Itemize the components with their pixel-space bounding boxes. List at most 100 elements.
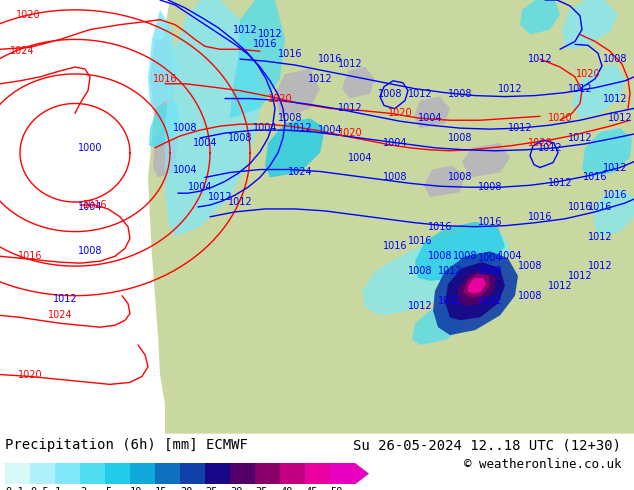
- Text: 1008: 1008: [518, 291, 542, 301]
- Text: 1012: 1012: [603, 94, 627, 103]
- Polygon shape: [462, 143, 510, 177]
- Text: 1016: 1016: [278, 49, 302, 59]
- Bar: [130, 463, 155, 484]
- Text: 1020: 1020: [338, 128, 362, 138]
- Text: 1012: 1012: [307, 74, 332, 84]
- Bar: [155, 463, 180, 484]
- Polygon shape: [520, 0, 560, 34]
- Polygon shape: [230, 0, 285, 118]
- Text: 0.1: 0.1: [5, 487, 24, 490]
- Text: 1020: 1020: [527, 138, 552, 148]
- Text: 1016: 1016: [83, 200, 107, 210]
- Text: 1012: 1012: [588, 232, 612, 242]
- Text: 1020: 1020: [268, 94, 292, 103]
- Text: 1012: 1012: [437, 266, 462, 276]
- Polygon shape: [424, 166, 465, 197]
- Text: 1012: 1012: [603, 163, 627, 172]
- Text: 1004: 1004: [78, 202, 102, 212]
- Text: 1008: 1008: [383, 172, 407, 182]
- Text: 1008: 1008: [78, 246, 102, 256]
- Text: 1020: 1020: [387, 108, 412, 119]
- Text: 1004: 1004: [348, 153, 372, 163]
- Text: 1012: 1012: [588, 261, 612, 271]
- Polygon shape: [148, 10, 178, 108]
- Polygon shape: [582, 128, 632, 177]
- Polygon shape: [414, 97, 450, 128]
- Text: 45: 45: [305, 487, 318, 490]
- Polygon shape: [150, 39, 175, 118]
- Bar: [255, 463, 280, 484]
- Text: 1004: 1004: [188, 182, 212, 192]
- Text: 1016: 1016: [478, 217, 502, 227]
- Bar: [205, 463, 230, 484]
- Text: 1012: 1012: [567, 84, 592, 94]
- Bar: [330, 463, 355, 484]
- Bar: [80, 463, 105, 484]
- Text: 1004: 1004: [478, 253, 502, 263]
- Text: 20: 20: [180, 487, 193, 490]
- Polygon shape: [445, 262, 505, 320]
- Text: 1016: 1016: [318, 54, 342, 64]
- Text: 1012: 1012: [567, 271, 592, 281]
- Polygon shape: [355, 463, 369, 484]
- Text: Precipitation (6h) [mm] ECMWF: Precipitation (6h) [mm] ECMWF: [5, 438, 248, 452]
- Text: 1: 1: [55, 487, 61, 490]
- Text: 1008: 1008: [603, 54, 627, 64]
- Text: 1016: 1016: [253, 39, 277, 49]
- Text: 10: 10: [130, 487, 143, 490]
- Text: 1008: 1008: [278, 113, 302, 123]
- Text: 1004: 1004: [253, 123, 277, 133]
- Polygon shape: [463, 273, 490, 297]
- Bar: [305, 463, 330, 484]
- Bar: [280, 463, 305, 484]
- Text: 1016: 1016: [428, 221, 452, 232]
- Text: 1012: 1012: [408, 300, 432, 311]
- Text: 1016: 1016: [527, 212, 552, 222]
- Text: 1008: 1008: [228, 133, 252, 143]
- Text: 1016: 1016: [383, 242, 407, 251]
- Text: 1012: 1012: [548, 281, 573, 291]
- Text: 1020: 1020: [18, 369, 42, 380]
- Text: 1016: 1016: [153, 74, 178, 84]
- Text: 1004: 1004: [383, 138, 407, 148]
- Bar: [30, 463, 55, 484]
- Text: 1016: 1016: [583, 172, 607, 182]
- Text: 1016: 1016: [568, 202, 592, 212]
- Polygon shape: [572, 64, 625, 118]
- Text: 1008: 1008: [172, 123, 197, 133]
- Polygon shape: [593, 189, 634, 237]
- Polygon shape: [342, 67, 375, 98]
- Text: © weatheronline.co.uk: © weatheronline.co.uk: [464, 458, 621, 471]
- Text: 1016: 1016: [603, 190, 627, 200]
- Text: 15: 15: [155, 487, 167, 490]
- Polygon shape: [165, 0, 260, 237]
- Polygon shape: [457, 271, 496, 306]
- Text: 1008: 1008: [448, 89, 472, 98]
- Text: 1008: 1008: [448, 133, 472, 143]
- Text: 1012: 1012: [257, 28, 282, 39]
- Text: 25: 25: [205, 487, 217, 490]
- Text: 1012: 1012: [527, 54, 552, 64]
- Text: 1008: 1008: [448, 172, 472, 182]
- Text: 1012: 1012: [567, 133, 592, 143]
- Polygon shape: [433, 251, 518, 335]
- Text: 1020: 1020: [576, 69, 600, 79]
- Text: 1012: 1012: [548, 178, 573, 188]
- Text: 2: 2: [80, 487, 86, 490]
- Text: 1012: 1012: [607, 113, 632, 123]
- Text: 1008: 1008: [378, 89, 402, 98]
- Polygon shape: [149, 100, 180, 148]
- Text: 1012: 1012: [508, 123, 533, 133]
- Text: 1012: 1012: [538, 143, 562, 153]
- Text: 1012: 1012: [477, 295, 502, 306]
- Text: 1008: 1008: [453, 251, 477, 261]
- Polygon shape: [412, 304, 470, 345]
- Bar: [5, 463, 30, 484]
- Text: 1004: 1004: [172, 165, 197, 174]
- Text: 5: 5: [105, 487, 112, 490]
- Polygon shape: [265, 118, 325, 177]
- Text: 1008: 1008: [518, 261, 542, 271]
- Text: 1012: 1012: [338, 59, 362, 69]
- Text: 1012: 1012: [498, 84, 522, 94]
- Polygon shape: [468, 278, 486, 294]
